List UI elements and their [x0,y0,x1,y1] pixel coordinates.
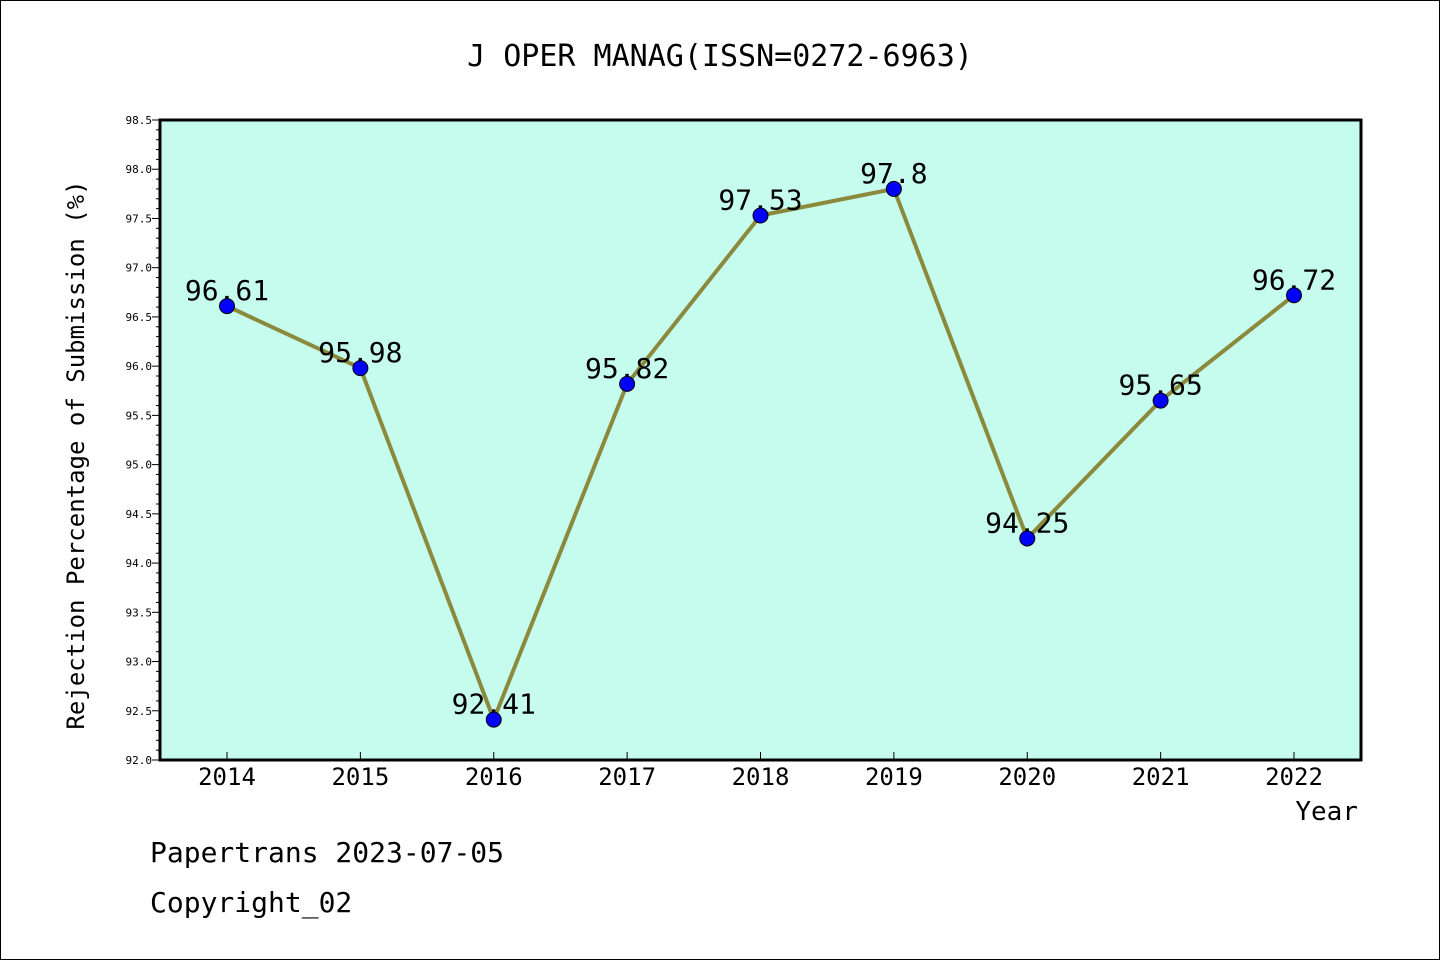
y-tick-label: 93.5 [126,606,153,619]
y-axis: 92.0 92.5 93.0 93.5 94.0 94.5 95.0 95.5 96.0 96.5… [126,114,160,767]
x-tick-label: 2017 [598,763,656,791]
data-point [885,180,902,197]
data-point [1152,392,1169,409]
x-tick-label: 2022 [1265,763,1323,791]
data-point [485,711,502,728]
x-tick-label: 2018 [732,763,790,791]
x-axis-label: Year [1295,797,1358,827]
y-tick-label: 93.0 [126,656,153,669]
y-tick-label: 95.0 [126,459,153,472]
x-tick-label: 2015 [331,763,389,791]
chart-title: J OPER MANAG(ISSN=0272-6963) [467,39,973,74]
series-group: 96.6195.9892.4195.8297.5397.894.2595.659… [185,157,1336,728]
y-tick-label: 98.0 [126,163,153,176]
y-tick-label: 95.5 [126,409,153,422]
y-tick-label: 97.0 [126,262,153,275]
y-tick-label: 97.5 [126,212,153,225]
y-tick-label: 92.0 [126,754,153,767]
x-tick-label: 2019 [865,763,923,791]
footer-copyright: Copyright_02 [150,886,353,919]
x-tick-label: 2021 [1132,763,1190,791]
y-tick-label: 94.5 [126,508,153,521]
x-tick-label: 2016 [465,763,523,791]
y-tick-label: 94.0 [126,557,153,570]
data-point [1286,287,1302,304]
footer-source: Papertrans 2023-07-05 [150,836,505,869]
data-point [619,375,636,392]
data-point [752,207,769,224]
y-tick-label: 96.0 [126,360,153,373]
y-tick-label: 96.5 [126,311,153,324]
x-axis: 2014 2015 2016 2017 2018 2019 2020 2021 2022 [198,752,1323,791]
x-tick-label: 2014 [198,763,256,791]
data-point [1019,530,1036,547]
y-axis-label: Rejection Percentage of Submission (%) [62,180,90,729]
y-tick-label: 98.5 [126,114,153,127]
data-point [219,298,235,315]
y-tick-label: 92.5 [126,705,153,718]
plot-area [158,118,1363,762]
x-tick-label: 2020 [998,763,1056,791]
data-point [352,360,369,377]
